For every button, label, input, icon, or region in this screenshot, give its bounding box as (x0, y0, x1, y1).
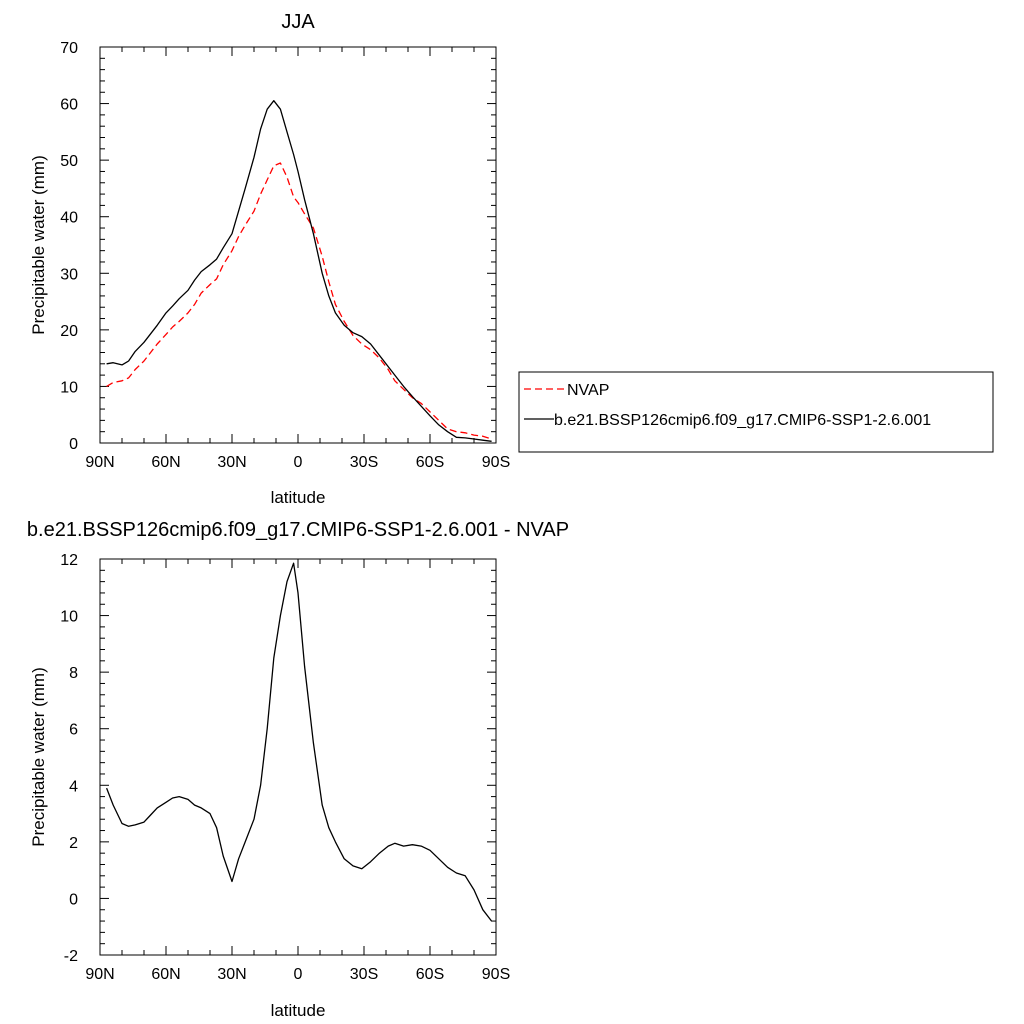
chart-panel-top: JJA 90N 60N 30N 0 30S 60S 90S 010203040506070 … (29, 11, 510, 507)
series-lines-bottom (105, 562, 493, 922)
y-tick-label: 0 (69, 436, 78, 453)
chart-title-top: JJA (281, 11, 315, 33)
y-tick-label: 10 (60, 379, 78, 396)
y-axis-label-top: Precipitable water (mm) (29, 155, 48, 335)
legend-box (518, 371, 994, 453)
y-tick-label: 70 (60, 40, 78, 57)
y-tick-label: 10 (60, 609, 78, 626)
x-axis-label-top: latitude (271, 488, 326, 507)
legend-label-model: b.e21.BSSP126cmip6.f09_g17.CMIP6-SSP1-2.… (554, 412, 931, 429)
plot-area-top (99, 46, 497, 444)
y-tick-label: 2 (69, 835, 78, 852)
y-tick-label: 12 (60, 552, 78, 569)
chart-title-bottom: b.e21.BSSP126cmip6.f09_g17.CMIP6-SSP1-2.… (27, 519, 569, 541)
y-tick-label: 30 (60, 266, 78, 283)
y-ticks-top: 0 10 20 30 40 50 60 70 (60, 40, 496, 453)
plot-area-bottom (99, 558, 497, 956)
y-ticks-bottom: -2 0 2 4 6 8 10 12 (60, 552, 496, 965)
y-tick-label: 4 (69, 778, 78, 795)
y-tick-label: 8 (69, 665, 78, 682)
chart-panel-bottom: b.e21.BSSP126cmip6.f09_g17.CMIP6-SSP1-2.… (27, 519, 569, 1020)
x-tick-label: 90N (85, 966, 114, 983)
y-tick-label: 40 (60, 210, 78, 227)
x-tick-label: 60S (416, 966, 444, 983)
y-tick-label: -2 (64, 948, 78, 965)
x-tick-label: 0 (294, 454, 303, 471)
y-tick-label: 50 (60, 153, 78, 170)
y-axis-label-bottom: Precipitable water (mm) (29, 667, 48, 847)
y-tick-label: 60 (60, 97, 78, 114)
x-ticks-top: 90N 60N 30N 0 30S 60S 90S (85, 47, 510, 471)
series-line-difference (105, 562, 493, 922)
series-lines-top (106, 100, 492, 442)
x-ticks-bottom: 90N 60N 30N 0 30S 60S 90S (85, 559, 510, 983)
x-tick-label: 90S (482, 966, 510, 983)
x-tick-label: 90S (482, 454, 510, 471)
y-tick-label: 6 (69, 722, 78, 739)
y-tick-label: 20 (60, 323, 78, 340)
x-tick-label: 90N (85, 454, 114, 471)
series-line-model (106, 100, 492, 442)
x-tick-label: 60N (151, 966, 180, 983)
legend-label-nvap: NVAP (567, 382, 609, 399)
x-axis-label-bottom: latitude (271, 1001, 326, 1020)
legend: NVAP b.e21.BSSP126cmip6.f09_g17.CMIP6-SS… (518, 371, 994, 453)
x-tick-label: 60N (151, 454, 180, 471)
series-line-nvap (106, 162, 492, 440)
x-tick-label: 30S (350, 966, 378, 983)
x-tick-label: 30S (350, 454, 378, 471)
x-tick-label: 30N (217, 966, 246, 983)
x-tick-label: 60S (416, 454, 444, 471)
x-tick-label: 30N (217, 454, 246, 471)
x-tick-label: 0 (294, 966, 303, 983)
y-tick-label: 0 (69, 891, 78, 908)
